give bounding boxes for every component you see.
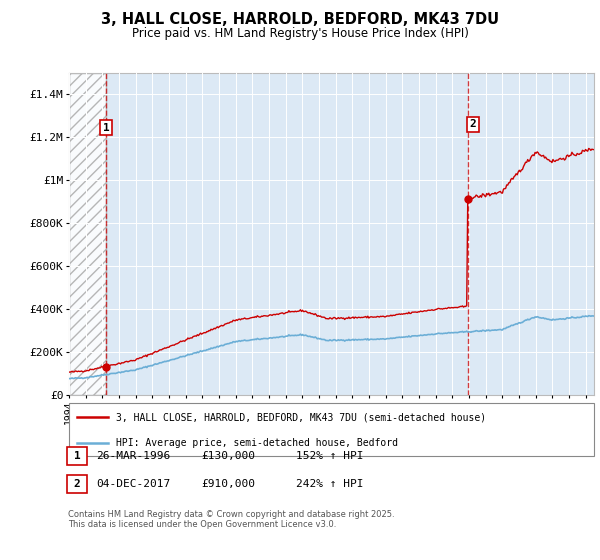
FancyBboxPatch shape	[69, 403, 594, 456]
Text: 3, HALL CLOSE, HARROLD, BEDFORD, MK43 7DU (semi-detached house): 3, HALL CLOSE, HARROLD, BEDFORD, MK43 7D…	[116, 412, 487, 422]
Text: 3, HALL CLOSE, HARROLD, BEDFORD, MK43 7DU: 3, HALL CLOSE, HARROLD, BEDFORD, MK43 7D…	[101, 12, 499, 27]
Text: Price paid vs. HM Land Registry's House Price Index (HPI): Price paid vs. HM Land Registry's House …	[131, 27, 469, 40]
Text: 2: 2	[74, 479, 80, 489]
Text: £130,000: £130,000	[201, 451, 255, 461]
Text: 04-DEC-2017: 04-DEC-2017	[96, 479, 170, 489]
Text: 1: 1	[74, 451, 80, 461]
Text: 26-MAR-1996: 26-MAR-1996	[96, 451, 170, 461]
Text: 1: 1	[103, 123, 110, 133]
Bar	[69, 73, 106, 395]
Text: Contains HM Land Registry data © Crown copyright and database right 2025.
This d: Contains HM Land Registry data © Crown c…	[68, 510, 395, 529]
Text: 2: 2	[469, 119, 476, 129]
Text: 242% ↑ HPI: 242% ↑ HPI	[296, 479, 364, 489]
FancyBboxPatch shape	[67, 475, 87, 493]
Text: HPI: Average price, semi-detached house, Bedford: HPI: Average price, semi-detached house,…	[116, 437, 398, 447]
Text: 152% ↑ HPI: 152% ↑ HPI	[296, 451, 364, 461]
Text: £910,000: £910,000	[201, 479, 255, 489]
FancyBboxPatch shape	[67, 447, 87, 465]
